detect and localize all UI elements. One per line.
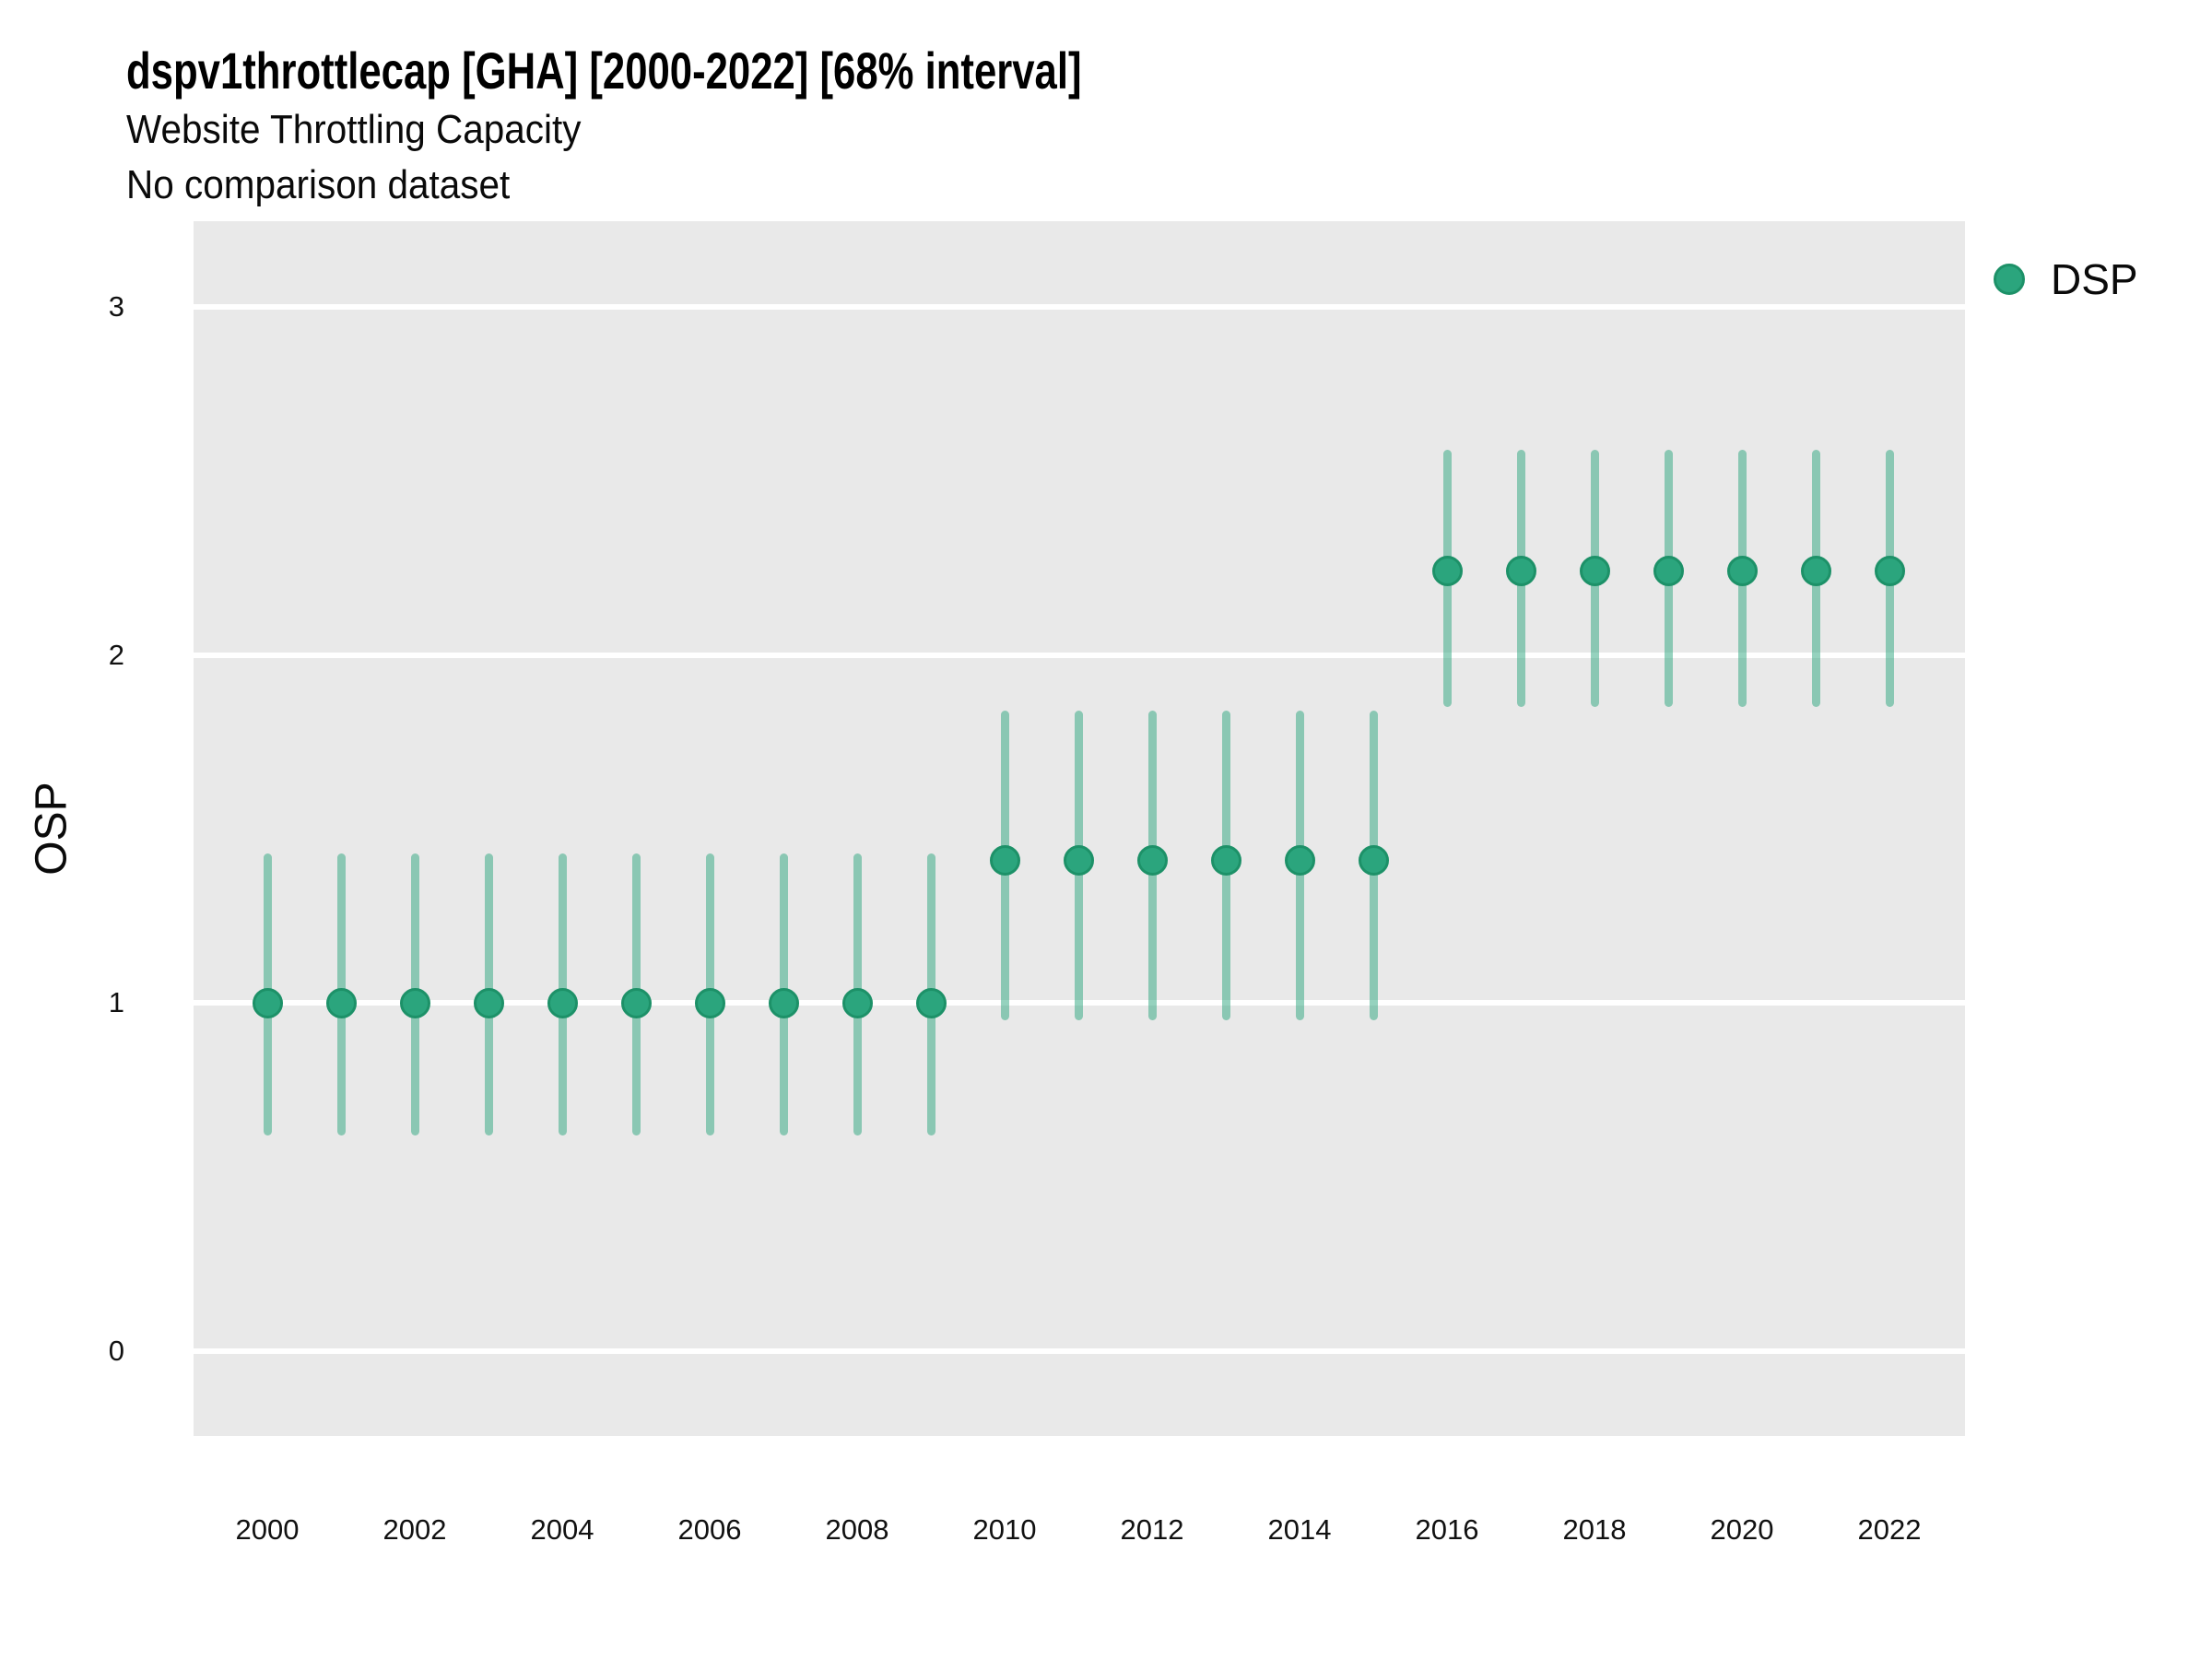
comparison-note: No comparison dataset (126, 162, 511, 207)
chart-title: dspv1throttlecap [GHA] [2000-2022] [68% … (126, 41, 1082, 100)
x-tick-label-2004: 2004 (530, 1513, 594, 1546)
y-tick-label-3: 3 (108, 289, 124, 323)
x-tick-label-2016: 2016 (1415, 1513, 1479, 1546)
data-point-2018 (1579, 556, 1610, 587)
legend: DSP (1994, 254, 2138, 304)
x-tick-label-2006: 2006 (677, 1513, 742, 1546)
legend-label-dsp: DSP (2051, 255, 2138, 303)
y-tick-label-0: 0 (108, 1335, 124, 1367)
plot-panel (194, 221, 1965, 1436)
data-point-2001 (325, 987, 357, 1018)
data-point-2022 (1874, 556, 1905, 587)
data-point-2007 (768, 987, 799, 1018)
x-tick-label-2000: 2000 (235, 1513, 300, 1546)
x-tick-label-2018: 2018 (1562, 1513, 1627, 1546)
data-point-2014 (1284, 844, 1315, 876)
x-tick-label-2010: 2010 (972, 1513, 1037, 1546)
chart-subtitle: Website Throttling Capacity (126, 107, 582, 152)
data-point-2019 (1653, 556, 1684, 587)
gridline-y-2 (194, 652, 1965, 658)
gridline-y-3 (194, 303, 1965, 310)
data-point-2004 (547, 987, 578, 1018)
data-point-2005 (620, 987, 652, 1018)
data-point-2015 (1358, 844, 1389, 876)
data-point-2017 (1505, 556, 1536, 587)
x-tick-label-2002: 2002 (382, 1513, 447, 1546)
x-tick-label-2012: 2012 (1120, 1513, 1184, 1546)
x-tick-label-2020: 2020 (1710, 1513, 1774, 1546)
y-tick-label-2: 2 (108, 638, 124, 671)
data-point-2006 (694, 987, 725, 1018)
data-point-2016 (1431, 556, 1463, 587)
x-tick-label-2022: 2022 (1857, 1513, 1922, 1546)
data-point-2003 (473, 987, 504, 1018)
y-tick-label-1: 1 (108, 986, 124, 1019)
data-point-2009 (915, 987, 947, 1018)
gridline-y-0 (194, 1348, 1965, 1354)
data-point-2021 (1800, 556, 1831, 587)
data-point-2011 (1063, 844, 1094, 876)
data-point-2000 (252, 987, 283, 1018)
y-axis-title: OSP (27, 782, 76, 876)
data-point-2020 (1726, 556, 1758, 587)
legend-marker-circle-icon (1994, 264, 2025, 295)
data-point-2013 (1210, 844, 1241, 876)
data-point-2008 (841, 987, 873, 1018)
x-tick-label-2008: 2008 (825, 1513, 889, 1546)
data-point-2010 (989, 844, 1020, 876)
data-point-2002 (399, 987, 430, 1018)
data-point-2012 (1136, 844, 1168, 876)
x-tick-label-2014: 2014 (1267, 1513, 1332, 1546)
